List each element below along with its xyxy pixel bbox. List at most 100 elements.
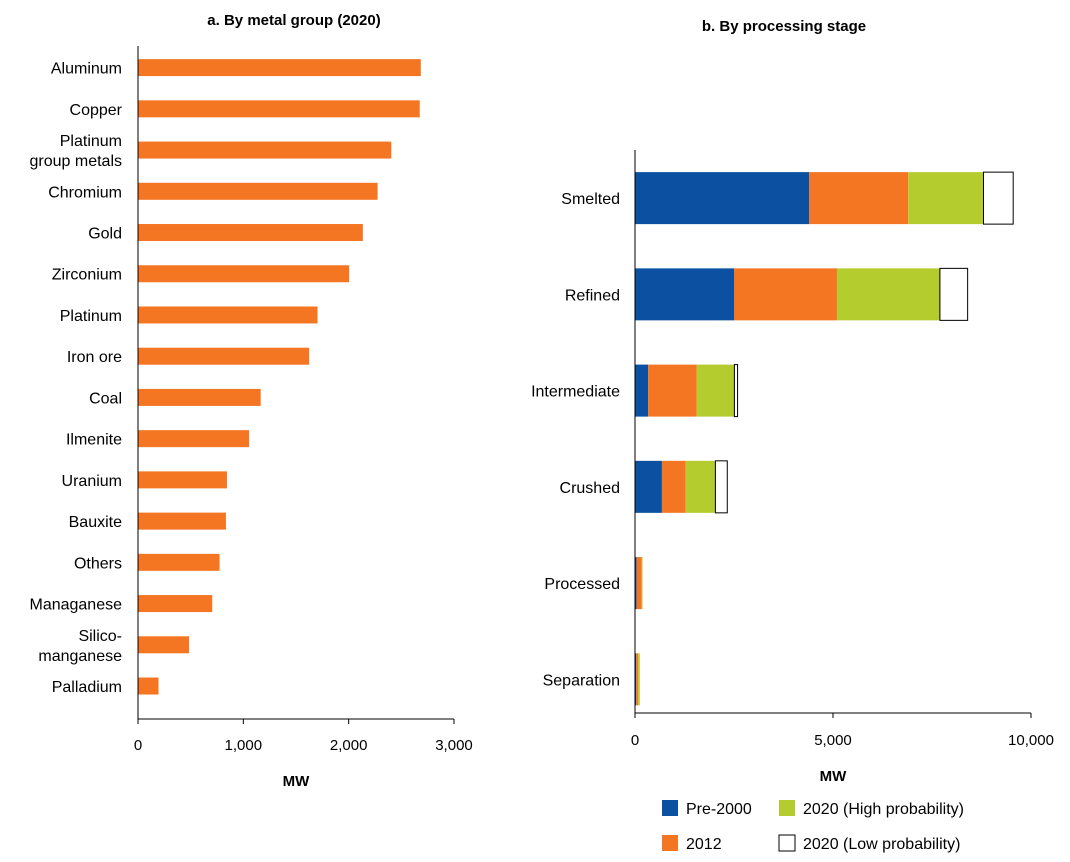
panel-b-bar-segment bbox=[635, 364, 649, 417]
panel-a-bar bbox=[138, 512, 226, 530]
panel-b-bar-segment bbox=[661, 460, 686, 513]
panel-a-category-label: Platinum group metals bbox=[30, 133, 123, 170]
panel-a-bar bbox=[138, 553, 220, 571]
panel-a-category-label: Zirconium bbox=[52, 267, 122, 284]
panel-a-bar bbox=[138, 677, 159, 695]
panel-a-category-label-line: Gold bbox=[88, 226, 122, 243]
panel-a-bar bbox=[138, 100, 420, 118]
panel-a-category-label: Others bbox=[74, 555, 122, 572]
legend-swatch bbox=[662, 800, 678, 816]
panel-a-bars bbox=[138, 59, 421, 695]
panel-a-category-label-line: Iron ore bbox=[67, 349, 122, 366]
panel-b-bar-segment bbox=[734, 268, 837, 321]
legend-swatch bbox=[779, 800, 795, 816]
panel-a-category-label-line: Silico- bbox=[78, 628, 122, 645]
panel-a-category-label-line: Managanese bbox=[29, 597, 122, 614]
panel-a-title: a. By metal group (2020) bbox=[207, 12, 380, 29]
panel-a-category-label: Palladium bbox=[52, 679, 122, 696]
panel-a-category-label: Bauxite bbox=[69, 514, 122, 531]
panel-b-x-tick-label: 5,000 bbox=[814, 732, 852, 749]
panel-a-category-label: Chromium bbox=[48, 184, 122, 201]
panel-a-category-label-line: Aluminum bbox=[51, 61, 122, 78]
legend-swatch bbox=[778, 834, 796, 852]
panel-a-category-label-line: Uranium bbox=[62, 473, 122, 490]
panel-a-category-label-line: Bauxite bbox=[69, 514, 122, 531]
legend-label: 2012 bbox=[686, 836, 722, 853]
panel-a-category-label-line: Copper bbox=[70, 102, 123, 119]
panel-a-category-label: Copper bbox=[70, 102, 123, 119]
panel-a-category-label-line: Zirconium bbox=[52, 267, 122, 284]
panel-a-category-label: Iron ore bbox=[67, 349, 122, 366]
panel-a-x-tick-label: 1,000 bbox=[225, 737, 263, 754]
panel-b-bar-segment bbox=[641, 557, 643, 610]
panel-b-category-label: Intermediate bbox=[531, 384, 620, 401]
panel-b-bar-segment bbox=[635, 557, 637, 610]
panel-a-bar bbox=[138, 224, 363, 242]
panel-a-category-label: Platinum bbox=[60, 308, 122, 325]
legend-label: 2020 (High probability) bbox=[803, 801, 964, 818]
panel-b-x-tick-label: 10,000 bbox=[1008, 732, 1054, 749]
panel-b-category-labels: Smelted Refined Intermediate Crushed Process… bbox=[531, 191, 620, 689]
panel-b-bar-segment bbox=[635, 268, 734, 321]
panel-a-category-label: Gold bbox=[88, 226, 122, 243]
panel-a-category-label: Managanese bbox=[29, 597, 122, 614]
panel-a-category-label: Ilmenite bbox=[66, 432, 122, 449]
panel-b-x-tick-label: 0 bbox=[631, 732, 639, 749]
panel-a-category-label: Coal bbox=[89, 390, 122, 407]
panel-b-bar-segment bbox=[908, 172, 984, 225]
panel-a-category-label-line: Coal bbox=[89, 390, 122, 407]
panel-a-category-label-line: Ilmenite bbox=[66, 432, 122, 449]
panel-b-category-label: Crushed bbox=[560, 480, 620, 497]
panel-b-bar-segment bbox=[638, 653, 640, 706]
panel-a-bar bbox=[138, 306, 318, 324]
panel-b-bar-segment bbox=[939, 267, 969, 321]
panel-b-x-ticks: 0 5,000 10,000 bbox=[631, 713, 1054, 749]
panel-a-category-label-line: group metals bbox=[30, 153, 123, 170]
panel-a-bar bbox=[138, 265, 350, 283]
panel-b-bar-segment bbox=[696, 364, 735, 417]
panel-a-x-tick-label: 3,000 bbox=[435, 737, 473, 754]
legend-label: 2020 (Low probability) bbox=[803, 836, 960, 853]
panel-b-bar-segment bbox=[635, 172, 810, 225]
panel-b-bar-segment bbox=[809, 172, 909, 225]
panel-b-bar-segment bbox=[733, 364, 739, 418]
panel-b-bar-segment bbox=[648, 364, 697, 417]
panel-a-category-label-line: Platinum bbox=[60, 133, 122, 150]
panel-a-category-label: Aluminum bbox=[51, 61, 122, 78]
panel-b-bar-segment bbox=[714, 460, 728, 514]
panel-a-x-axis-title: MW bbox=[283, 773, 310, 790]
panel-b-category-label: Separation bbox=[543, 672, 620, 689]
panel-a-x-ticks: 0 1,000 2,000 3,000 bbox=[134, 719, 473, 754]
panel-b-legend: Pre-2000 2012 2020 (High probability) 2020 … bbox=[662, 800, 964, 853]
panel-a-bar bbox=[138, 347, 310, 365]
panel-b-bar-segment bbox=[685, 460, 716, 513]
panel-b-bar-segment bbox=[982, 171, 1014, 225]
panel-b-bar-segment bbox=[636, 557, 642, 610]
panel-a-category-label-line: Chromium bbox=[48, 184, 122, 201]
legend-swatch bbox=[662, 835, 678, 851]
panel-b-bar-segment bbox=[836, 268, 940, 321]
panel-a-category-label: Silico-manganese bbox=[38, 628, 122, 665]
panel-a-category-label: Uranium bbox=[62, 473, 122, 490]
panel-a-category-label-line: manganese bbox=[38, 648, 122, 665]
panel-a-category-label-line: Palladium bbox=[52, 679, 122, 696]
panel-a-bar bbox=[138, 59, 421, 77]
panel-a-bar bbox=[138, 636, 190, 654]
panel-b-bars bbox=[635, 171, 1014, 706]
panel-b-category-label: Refined bbox=[565, 287, 620, 304]
panel-b-processing-stage: b. By processing stage Smelted Refined Int… bbox=[531, 18, 1054, 853]
panel-b-x-axis-title: MW bbox=[820, 768, 847, 785]
panel-a-category-label-line: Platinum bbox=[60, 308, 122, 325]
panel-a-bar bbox=[138, 471, 227, 489]
panel-a-bar bbox=[138, 182, 378, 200]
panel-a-bar bbox=[138, 141, 392, 159]
panel-b-bar-segment bbox=[635, 460, 662, 513]
panel-a-x-tick-label: 2,000 bbox=[330, 737, 368, 754]
panel-a-category-label-line: Others bbox=[74, 555, 122, 572]
panel-b-bar-segment bbox=[635, 653, 637, 706]
panel-a-bar bbox=[138, 595, 213, 613]
legend-label: Pre-2000 bbox=[686, 801, 752, 818]
panel-a-x-tick-label: 0 bbox=[134, 737, 142, 754]
panel-b-category-label: Processed bbox=[544, 576, 620, 593]
